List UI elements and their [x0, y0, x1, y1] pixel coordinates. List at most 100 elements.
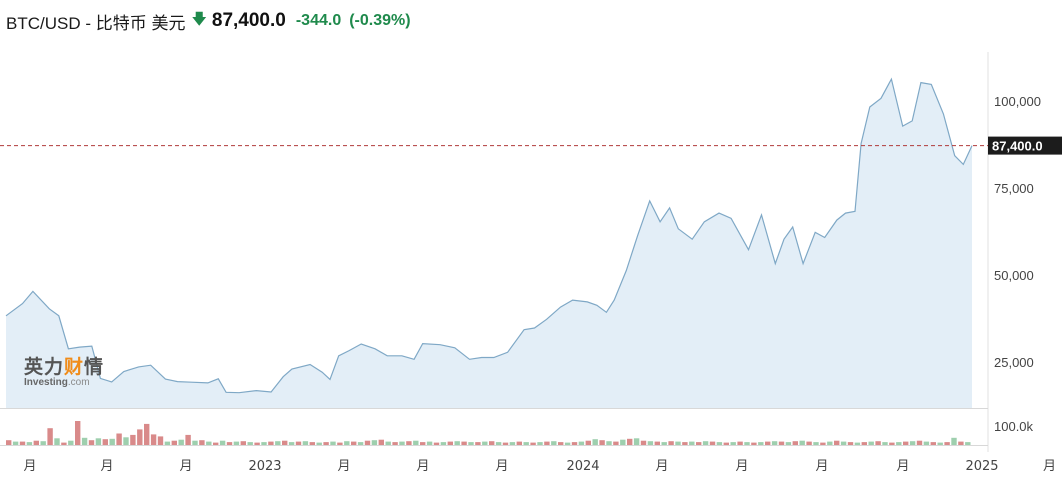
volume-bar — [765, 441, 771, 445]
volume-bar — [627, 438, 633, 445]
x-tick-label: 月 — [179, 459, 192, 474]
volume-bar — [130, 434, 136, 445]
volume-bar — [137, 429, 143, 445]
volume-bar — [219, 440, 226, 445]
volume-bar — [551, 441, 557, 445]
x-tick-label: 2025 — [965, 459, 998, 474]
volume-bar — [164, 441, 171, 445]
volume-bar — [330, 441, 336, 445]
volume-bar — [420, 442, 426, 445]
volume-bar — [226, 442, 233, 445]
volume-bar — [295, 441, 302, 445]
current-price-badge — [988, 136, 1062, 155]
volume-bar — [558, 442, 564, 445]
volume-bar — [406, 441, 412, 445]
volume-bar — [675, 441, 681, 445]
volume-bar — [640, 440, 647, 445]
volume-bar — [68, 440, 74, 445]
x-tick-label: 月 — [815, 459, 828, 474]
volume-bar — [896, 442, 902, 445]
volume-bar — [592, 439, 598, 445]
volume-bar — [206, 441, 212, 445]
volume-bar — [185, 434, 191, 445]
volume-bar — [482, 441, 488, 445]
volume-bar — [364, 440, 371, 445]
logo-en: Investing.com — [24, 377, 90, 388]
volume-bar — [606, 441, 612, 445]
volume-bar — [889, 442, 895, 445]
volume-bar — [937, 442, 943, 445]
volume-bar — [426, 441, 433, 445]
volume-bar — [916, 440, 923, 445]
volume-bar — [378, 439, 384, 445]
volume-bar — [109, 438, 115, 445]
volume-bar — [702, 441, 709, 445]
volume-bar — [495, 442, 502, 445]
volume-bar — [571, 442, 578, 445]
volume-bar — [344, 441, 350, 445]
x-tick-label: 月 — [655, 459, 668, 474]
x-tick-label: 月 — [896, 459, 909, 474]
investing-logo: 英力财情 Investing.com — [24, 357, 104, 388]
volume-bar — [157, 436, 164, 445]
volume-bar — [737, 441, 743, 445]
volume-bar — [261, 442, 267, 445]
instrument-title: BTC/USD - 比特币 美元 — [6, 13, 186, 33]
last-price: 87,400.0 — [211, 10, 286, 31]
logo-cn: 英力财情 — [24, 356, 105, 378]
volume-bar — [213, 442, 219, 445]
volume-bar — [599, 440, 605, 445]
volume-bar — [613, 441, 619, 445]
x-tick-label: 月 — [100, 459, 113, 474]
volume-bar — [854, 442, 861, 445]
volume-bar — [178, 439, 184, 445]
volume-bar — [516, 441, 522, 445]
x-tick-label: 月 — [23, 459, 36, 474]
volume-bar — [61, 442, 67, 445]
volume-bar — [351, 441, 357, 445]
volume-bar — [799, 440, 805, 445]
volume-bar — [475, 442, 481, 445]
x-tick-label: 2024 — [566, 459, 599, 474]
volume-bar — [668, 441, 674, 445]
volume-bar — [247, 442, 253, 445]
price-change: -344.0 — [295, 12, 342, 29]
volume-bar — [930, 442, 936, 445]
volume-bar — [647, 441, 654, 445]
volume-bar — [316, 442, 322, 445]
volume-bar — [447, 441, 453, 445]
volume-bar — [530, 442, 536, 445]
x-tick-label: 月 — [495, 459, 508, 474]
volume-bar — [240, 441, 246, 445]
volume-bar — [958, 441, 964, 445]
volume-bar — [192, 440, 198, 445]
volume-bar — [544, 441, 550, 445]
volume-bar — [834, 440, 840, 445]
volume-bar — [564, 442, 571, 445]
volume-bar — [254, 442, 260, 445]
x-tick-label: 月 — [735, 459, 748, 474]
volume-bar — [199, 440, 205, 445]
volume-bar — [820, 442, 826, 445]
x-tick-label: 月 — [337, 459, 350, 474]
volume-bar — [150, 434, 157, 445]
volume-bar — [461, 441, 467, 445]
volume-bar — [26, 442, 33, 445]
volume-bar — [696, 442, 702, 445]
current-price-label: 87,400.0 — [992, 139, 1043, 154]
x-tick-label: 2023 — [248, 459, 281, 474]
volume-bar — [268, 441, 274, 445]
volume-bar — [302, 441, 309, 445]
volume-bar — [861, 442, 867, 445]
volume-bar — [47, 428, 53, 445]
volume-bar — [903, 441, 909, 445]
volume-bar — [323, 442, 329, 445]
volume-bar — [309, 442, 315, 445]
x-tick-label: 月 — [416, 459, 429, 474]
volume-bar — [95, 438, 102, 445]
price-area-fill — [6, 79, 972, 408]
volume-bar — [275, 441, 281, 445]
volume-bar — [882, 442, 888, 445]
volume-bar — [716, 442, 723, 445]
